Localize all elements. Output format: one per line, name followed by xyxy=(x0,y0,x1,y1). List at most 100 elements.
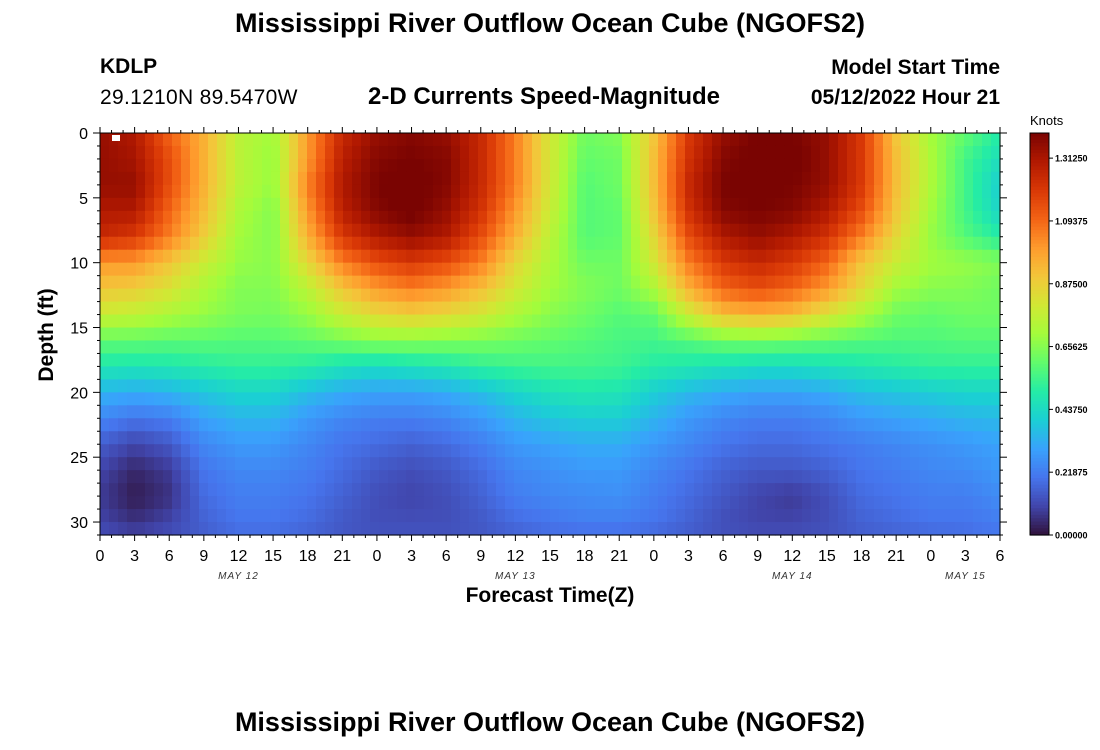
heatmap-cell xyxy=(901,133,911,147)
heatmap-cell xyxy=(613,366,623,380)
heatmap-cell xyxy=(757,444,767,458)
heatmap-cell xyxy=(649,522,659,536)
heatmap-cell xyxy=(964,197,974,212)
heatmap-cell xyxy=(145,314,155,329)
heatmap-cell xyxy=(766,223,776,238)
heatmap-cell xyxy=(307,392,317,406)
heatmap-cell xyxy=(640,314,650,329)
heatmap-cell xyxy=(460,133,470,147)
colorbar-swatch xyxy=(1030,494,1049,499)
colorbar-swatch xyxy=(1030,169,1049,174)
heatmap-cell xyxy=(253,522,263,536)
colorbar-swatch xyxy=(1030,330,1049,335)
heatmap-cell xyxy=(316,353,326,368)
heatmap-cell xyxy=(667,444,677,458)
heatmap-cell xyxy=(604,197,614,212)
heatmap-cell xyxy=(469,431,479,445)
heatmap-cell xyxy=(559,366,569,380)
heatmap-cell xyxy=(226,366,236,380)
heatmap-cell xyxy=(289,470,299,484)
heatmap-cell xyxy=(316,340,326,355)
heatmap-cell xyxy=(559,483,569,497)
heatmap-cell xyxy=(181,288,191,303)
heatmap-cell xyxy=(937,210,947,225)
heatmap-cell xyxy=(226,288,236,303)
heatmap-cell xyxy=(460,223,470,238)
heatmap-cell xyxy=(802,405,812,419)
heatmap-cell xyxy=(415,405,425,419)
heatmap-cell xyxy=(910,197,920,212)
heatmap-cell xyxy=(595,171,605,186)
heatmap-cell xyxy=(172,457,182,471)
heatmap-cell xyxy=(784,314,794,329)
heatmap-cell xyxy=(181,133,191,147)
heatmap-cell xyxy=(397,470,407,484)
heatmap-cell xyxy=(370,288,380,303)
heatmap-cell xyxy=(550,184,560,199)
heatmap-cell xyxy=(208,327,218,342)
heatmap-cell xyxy=(964,405,974,419)
heatmap-cell xyxy=(262,470,272,484)
heatmap-cell xyxy=(280,470,290,484)
heatmap-cell xyxy=(874,133,884,147)
colorbar-tick-label: 0.21875 xyxy=(1055,468,1088,478)
heatmap-cell xyxy=(163,431,173,445)
heatmap-cell xyxy=(190,275,200,290)
heatmap-cell xyxy=(145,158,155,173)
heatmap-cell xyxy=(406,483,416,497)
heatmap-cell xyxy=(523,405,533,419)
heatmap-cell xyxy=(478,133,488,147)
heatmap-cell xyxy=(748,275,758,290)
heatmap-cell xyxy=(118,275,128,290)
heatmap-cell xyxy=(694,210,704,225)
heatmap-cell xyxy=(793,223,803,238)
heatmap-cell xyxy=(757,366,767,380)
heatmap-cell xyxy=(946,249,956,264)
heatmap-cell xyxy=(973,509,983,523)
heatmap-cell xyxy=(937,379,947,393)
heatmap-cell xyxy=(478,496,488,510)
heatmap-cell xyxy=(631,418,641,432)
heatmap-cell xyxy=(460,288,470,303)
heatmap-cell xyxy=(208,340,218,355)
heatmap-cell xyxy=(604,457,614,471)
heatmap-cell xyxy=(496,379,506,393)
heatmap-cell xyxy=(631,522,641,536)
heatmap-cell xyxy=(406,275,416,290)
heatmap-cell xyxy=(982,470,992,484)
heatmap-cell xyxy=(316,444,326,458)
heatmap-cell xyxy=(829,158,839,173)
heatmap-cell xyxy=(154,275,164,290)
heatmap-cell xyxy=(847,236,857,251)
heatmap-cell xyxy=(397,340,407,355)
heatmap-cell xyxy=(118,197,128,212)
heatmap-cell xyxy=(739,509,749,523)
heatmap-cell xyxy=(739,262,749,277)
heatmap-cell xyxy=(829,457,839,471)
heatmap-cell xyxy=(334,301,344,316)
heatmap-cell xyxy=(343,184,353,199)
heatmap-cell xyxy=(676,522,686,536)
heatmap-cell xyxy=(235,171,245,186)
heatmap-cell xyxy=(919,184,929,199)
heatmap-cell xyxy=(397,444,407,458)
heatmap-cell xyxy=(433,405,443,419)
heatmap-cell xyxy=(847,353,857,368)
heatmap-cell xyxy=(379,522,389,536)
heatmap-cell xyxy=(406,327,416,342)
heatmap-cell xyxy=(262,133,272,147)
colorbar-swatch xyxy=(1030,364,1049,369)
heatmap-cell xyxy=(208,392,218,406)
heatmap-cell xyxy=(766,366,776,380)
heatmap-cell xyxy=(127,496,137,510)
heatmap-cell xyxy=(748,145,758,160)
heatmap-cell xyxy=(811,366,821,380)
heatmap-cell xyxy=(730,470,740,484)
heatmap-cell xyxy=(226,509,236,523)
heatmap-cell xyxy=(100,340,110,355)
heatmap-cell xyxy=(532,158,542,173)
heatmap-cell xyxy=(964,327,974,342)
heatmap-cell xyxy=(370,483,380,497)
heatmap-cell xyxy=(523,314,533,329)
heatmap-cell xyxy=(784,522,794,536)
